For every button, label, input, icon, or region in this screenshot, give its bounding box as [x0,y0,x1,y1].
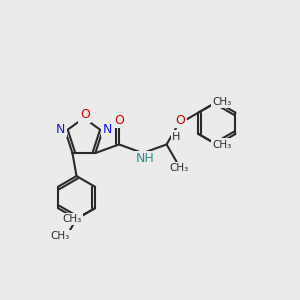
Text: CH₃: CH₃ [62,214,82,224]
Text: CH₃: CH₃ [50,231,70,241]
Text: CH₃: CH₃ [213,97,232,107]
Text: N: N [56,123,65,136]
Text: N: N [103,123,112,136]
Text: CH₃: CH₃ [169,163,189,173]
Text: CH₃: CH₃ [213,140,232,150]
Text: NH: NH [135,152,154,165]
Text: O: O [80,109,90,122]
Text: O: O [114,114,124,127]
Text: H: H [172,132,181,142]
Text: O: O [175,114,185,127]
